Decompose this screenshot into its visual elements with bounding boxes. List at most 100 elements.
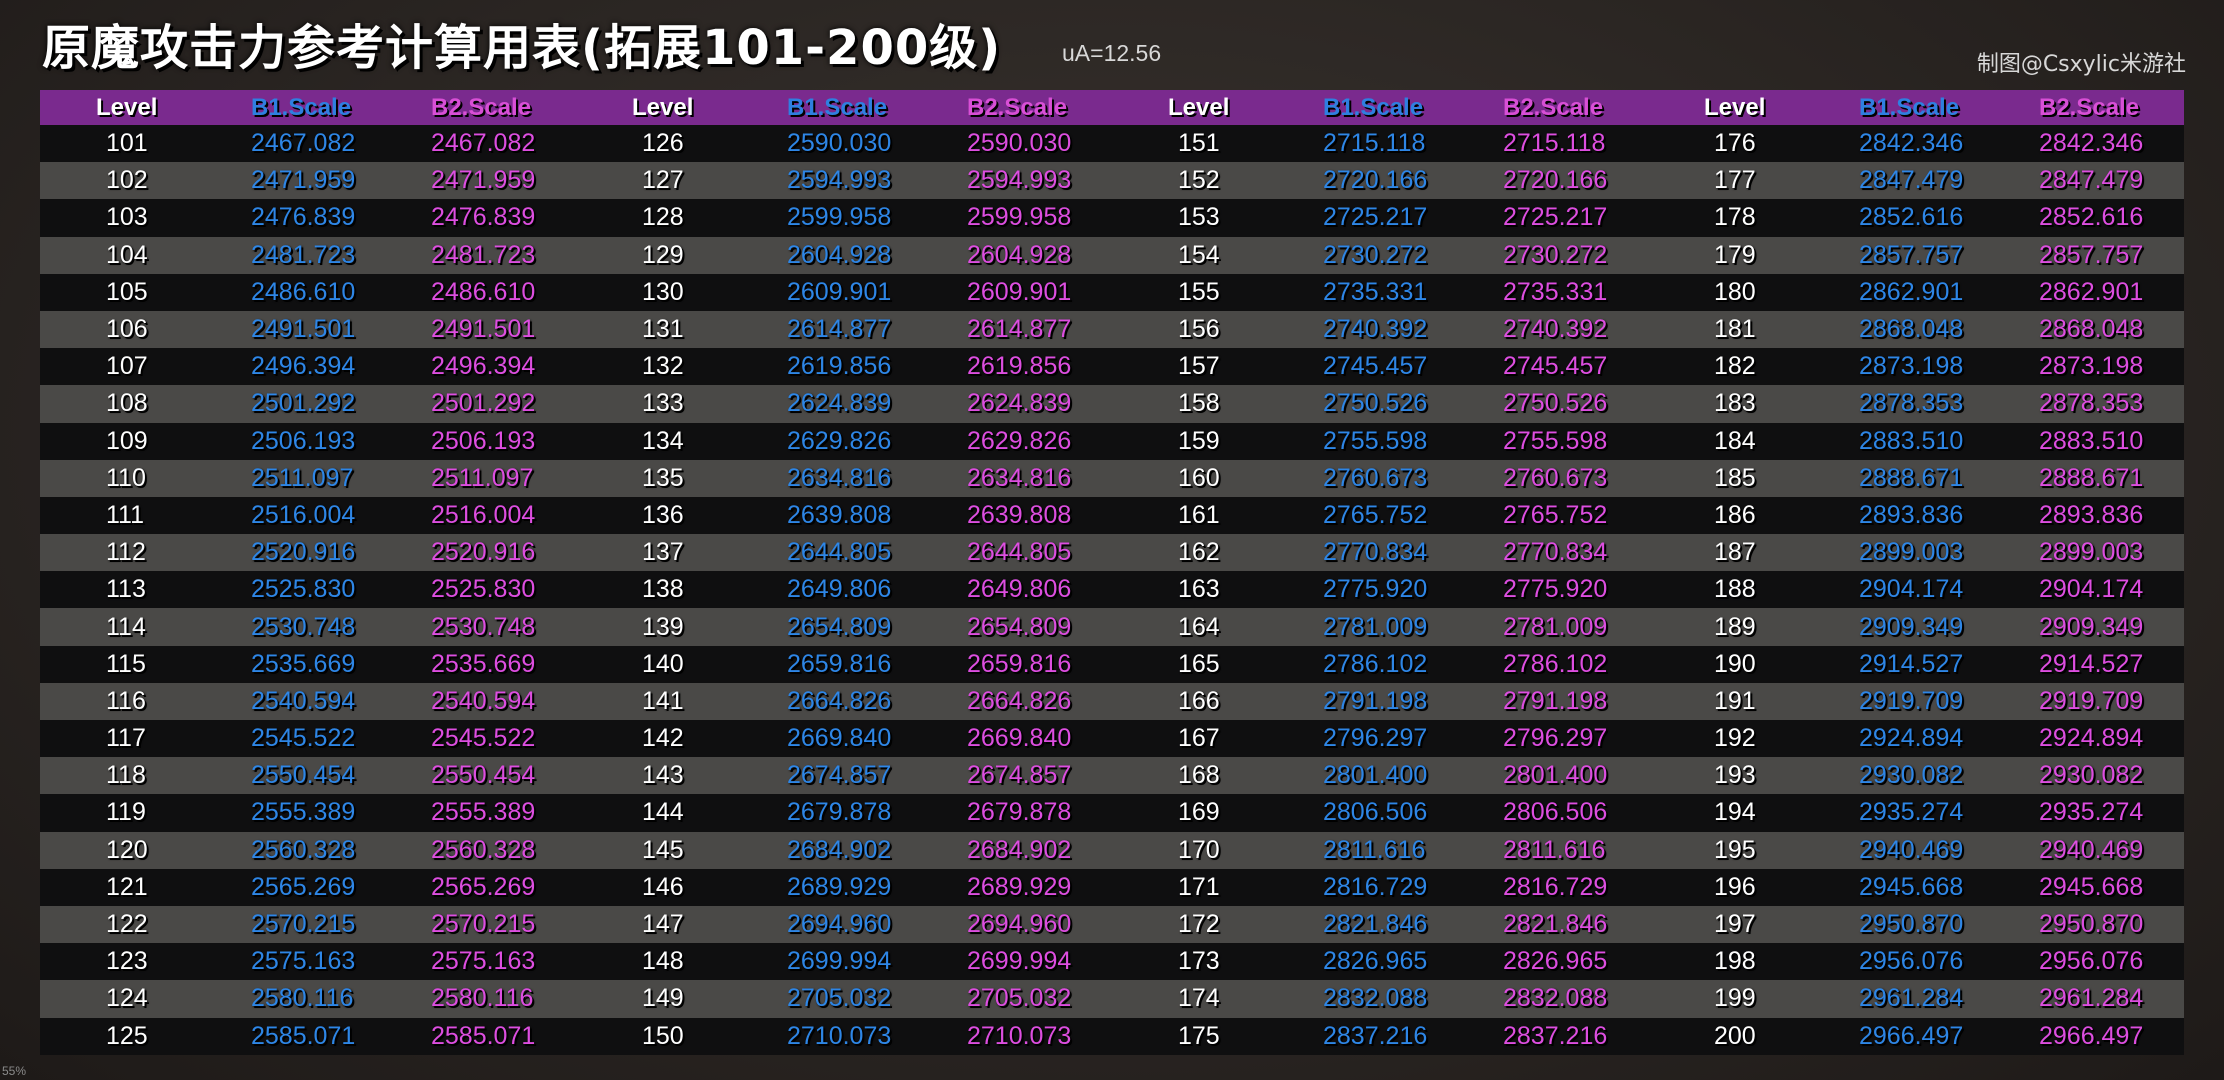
zoom-indicator: 55%	[2, 1064, 27, 1078]
level-cell: 180	[1714, 277, 1756, 306]
level-cell: 102	[106, 166, 148, 195]
b2-scale-cell: 2842.346	[2039, 129, 2144, 158]
b2-scale-cell: 2689.929	[967, 872, 1072, 901]
level-cell: 173	[1178, 947, 1220, 976]
b2-scale-cell: 2535.669	[431, 649, 536, 678]
b2-scale-cell: 2540.594	[431, 686, 536, 715]
b1-scale-cell: 2674.857	[787, 761, 892, 790]
level-header: Level	[1168, 93, 1230, 121]
b1-scale-cell: 2705.032	[787, 984, 892, 1013]
b1-scale-cell: 2735.331	[1323, 277, 1428, 306]
level-cell: 168	[1178, 761, 1220, 790]
b2-scale-cell: 2594.993	[967, 166, 1072, 195]
level-cell: 126	[642, 129, 684, 158]
b1-scale-cell: 2525.830	[251, 575, 356, 604]
b1-scale-cell: 2689.929	[787, 872, 892, 901]
b1-scale-cell: 2506.193	[251, 426, 356, 455]
level-cell: 190	[1714, 649, 1756, 678]
b2-scale-cell: 2796.297	[1503, 724, 1608, 753]
b2-scale-cell: 2806.506	[1503, 798, 1608, 827]
b1-scale-cell: 2806.506	[1323, 798, 1428, 827]
b2-scale-cell: 2705.032	[967, 984, 1072, 1013]
level-cell: 169	[1178, 798, 1220, 827]
b1-scale-cell: 2516.004	[251, 500, 356, 529]
table-row: 124 2580.116 2580.116 149 2705.032 2705.032 17…	[40, 980, 2184, 1018]
level-cell: 149	[642, 984, 684, 1013]
level-cell: 152	[1178, 166, 1220, 195]
b1-scale-cell: 2570.215	[251, 910, 356, 939]
table-row: 113 2525.830 2525.830 138 2649.806 2649.806 16…	[40, 571, 2184, 609]
level-cell: 110	[106, 463, 146, 492]
b1-scale-cell: 2634.816	[787, 463, 892, 492]
b1-scale-cell: 2614.877	[787, 315, 892, 344]
b2-scale-cell: 2467.082	[431, 129, 536, 158]
b2-scale-cell: 2837.216	[1503, 1021, 1608, 1050]
b2-scale-cell: 2476.839	[431, 203, 536, 232]
b2-scale-cell: 2694.960	[967, 910, 1072, 939]
b2-scale-cell: 2496.394	[431, 352, 536, 381]
table-header-row: Level B1.Scale B2.Scale Level B1.Scale B…	[40, 90, 2184, 125]
level-cell: 171	[1178, 872, 1220, 901]
table-row: 107 2496.394 2496.394 132 2619.856 2619.856 15…	[40, 348, 2184, 386]
b2-scale-header: B2.Scale	[431, 93, 532, 121]
level-cell: 194	[1714, 798, 1756, 827]
level-cell: 105	[106, 277, 148, 306]
level-cell: 186	[1714, 500, 1756, 529]
b1-scale-cell: 2775.920	[1323, 575, 1428, 604]
b1-scale-cell: 2940.469	[1859, 835, 1964, 864]
b1-scale-cell: 2575.163	[251, 947, 356, 976]
level-cell: 117	[106, 724, 146, 753]
b1-scale-cell: 2540.594	[251, 686, 356, 715]
b1-scale-cell: 2511.097	[251, 463, 354, 492]
level-cell: 163	[1178, 575, 1220, 604]
b2-scale-cell: 2555.389	[431, 798, 536, 827]
level-cell: 114	[106, 612, 146, 641]
level-cell: 199	[1714, 984, 1756, 1013]
b1-scale-cell: 2580.116	[251, 984, 354, 1013]
b1-scale-cell: 2669.840	[787, 724, 892, 753]
table-row: 102 2471.959 2471.959 127 2594.993 2594.993 15…	[40, 162, 2184, 200]
b2-scale-cell: 2649.806	[967, 575, 1072, 604]
table-row: 105 2486.610 2486.610 130 2609.901 2609.901 15…	[40, 273, 2184, 311]
b2-scale-cell: 2801.400	[1503, 761, 1608, 790]
b1-scale-cell: 2755.598	[1323, 426, 1428, 455]
b2-scale-cell: 2791.198	[1503, 686, 1608, 715]
b1-scale-cell: 2649.806	[787, 575, 892, 604]
b2-scale-cell: 2940.469	[2039, 835, 2144, 864]
b1-scale-cell: 2893.836	[1859, 500, 1964, 529]
table-row: 118 2550.454 2550.454 143 2674.857 2674.857 16…	[40, 757, 2184, 795]
table-row: 123 2575.163 2575.163 148 2699.994 2699.994 17…	[40, 943, 2184, 981]
b2-scale-cell: 2862.901	[2039, 277, 2144, 306]
level-cell: 197	[1714, 910, 1756, 939]
b2-scale-cell: 2852.616	[2039, 203, 2144, 232]
b1-scale-cell: 2520.916	[251, 538, 356, 567]
level-cell: 165	[1178, 649, 1220, 678]
level-cell: 136	[642, 500, 684, 529]
level-cell: 142	[642, 724, 684, 753]
level-cell: 106	[106, 315, 148, 344]
level-cell: 141	[642, 686, 684, 715]
b1-scale-cell: 2467.082	[251, 129, 356, 158]
level-cell: 151	[1178, 129, 1220, 158]
b2-scale-cell: 2710.073	[967, 1021, 1072, 1050]
b2-scale-cell: 2525.830	[431, 575, 536, 604]
b1-scale-cell: 2770.834	[1323, 538, 1428, 567]
b1-scale-cell: 2545.522	[251, 724, 356, 753]
b2-scale-cell: 2956.076	[2039, 947, 2144, 976]
b1-scale-cell: 2888.671	[1859, 463, 1964, 492]
b1-scale-cell: 2710.073	[787, 1021, 892, 1050]
table-row: 108 2501.292 2501.292 133 2624.839 2624.839 15…	[40, 385, 2184, 423]
level-cell: 183	[1714, 389, 1756, 418]
b1-scale-cell: 2826.965	[1323, 947, 1428, 976]
level-cell: 185	[1714, 463, 1756, 492]
level-cell: 122	[106, 910, 148, 939]
level-cell: 158	[1178, 389, 1220, 418]
b1-scale-cell: 2585.071	[251, 1021, 356, 1050]
b2-scale-cell: 2501.292	[431, 389, 536, 418]
level-cell: 139	[642, 612, 684, 641]
level-cell: 128	[642, 203, 684, 232]
b1-scale-cell: 2796.297	[1323, 724, 1428, 753]
level-cell: 127	[642, 166, 684, 195]
b1-scale-cell: 2684.902	[787, 835, 892, 864]
b2-scale-cell: 2950.870	[2039, 910, 2144, 939]
